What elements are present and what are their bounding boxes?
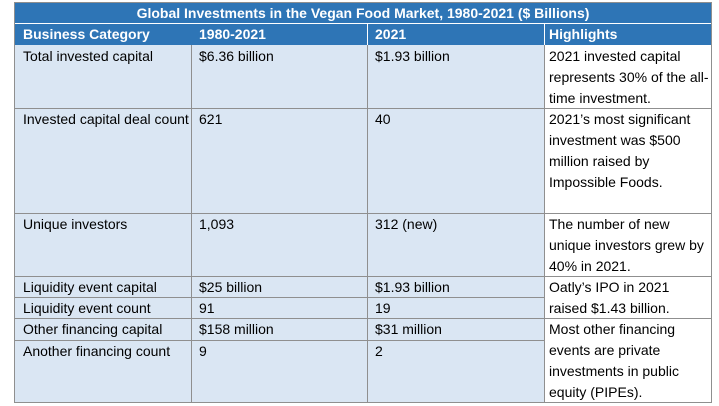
row-divider xyxy=(15,276,711,277)
row-year-value: 2 xyxy=(375,343,383,359)
row-category: Invested capital deal count xyxy=(23,111,189,127)
table-row xyxy=(15,340,545,402)
table-row xyxy=(15,276,545,297)
row-period-value: $158 million xyxy=(199,321,274,337)
row-year-value: 19 xyxy=(375,300,391,316)
row-category: Liquidity event count xyxy=(23,300,151,316)
highlight-text: 2021 invested capital represents 30% of … xyxy=(545,45,711,108)
row-category: Another financing count xyxy=(23,343,171,359)
row-category: Unique investors xyxy=(23,216,128,232)
table-row xyxy=(15,213,545,276)
row-category: Other financing capital xyxy=(23,321,163,337)
row-year-value: $1.93 billion xyxy=(375,279,450,295)
row-year-value: $31 million xyxy=(375,321,442,337)
column-divider xyxy=(544,24,545,45)
row-period-value: 9 xyxy=(199,343,207,359)
highlight-text: Oatly’s IPO in 2021 raised $1.43 billion… xyxy=(545,276,711,318)
row-period-value: $25 billion xyxy=(199,279,263,295)
table-row xyxy=(15,297,545,318)
row-period-value: 1,093 xyxy=(199,216,235,232)
header-1980-2021: 1980-2021 xyxy=(191,24,367,45)
header-business-category: Business Category xyxy=(15,24,191,45)
row-period-value: $6.36 billion xyxy=(199,48,274,64)
row-divider xyxy=(15,213,711,214)
row-category: Liquidity event capital xyxy=(23,279,157,295)
column-divider xyxy=(191,45,192,402)
row-period-value: 91 xyxy=(199,300,215,316)
row-category: Total invested capital xyxy=(23,48,153,64)
table-title: Global Investments in the Vegan Food Mar… xyxy=(15,3,711,24)
investment-table: Global Investments in the Vegan Food Mar… xyxy=(14,2,712,403)
row-divider xyxy=(15,318,711,319)
table-row xyxy=(15,45,545,108)
row-year-value: $1.93 billion xyxy=(375,48,450,64)
row-divider xyxy=(15,340,545,341)
highlight-text: The number of new unique investors grew … xyxy=(545,213,711,276)
row-divider xyxy=(15,108,711,109)
highlight-text: Most other financing events are private … xyxy=(545,318,711,402)
row-period-value: 621 xyxy=(199,111,223,127)
header-highlights: Highlights xyxy=(545,24,711,45)
column-divider xyxy=(544,45,545,402)
header-2021: 2021 xyxy=(367,24,545,45)
row-year-value: 312 (new) xyxy=(375,216,438,232)
row-year-value: 40 xyxy=(375,111,391,127)
row-divider xyxy=(15,297,545,298)
table-row xyxy=(15,318,545,340)
table-row xyxy=(15,108,545,213)
column-divider xyxy=(367,45,368,402)
highlight-text: 2021’s most significant investment was $… xyxy=(545,108,711,213)
column-divider xyxy=(367,24,368,45)
